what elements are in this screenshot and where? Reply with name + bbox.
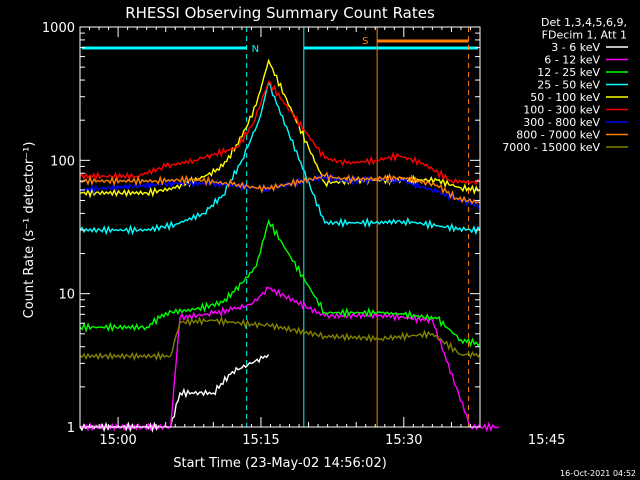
y-tick-label: 100 <box>50 154 75 169</box>
legend-label: 800 - 7000 keV <box>516 129 600 142</box>
y-tick-label: 10 <box>58 288 75 303</box>
timestamp: 16-Oct-2021 04:52 <box>560 469 636 478</box>
series-100-300-kev-segment-0 <box>79 80 481 186</box>
legend-label: 100 - 300 keV <box>523 104 600 117</box>
legend-label: 7000 - 15000 keV <box>502 141 600 154</box>
series-6-12-kev-segment-0 <box>79 286 500 433</box>
y-axis-label: Count Rate (s⁻¹ detector⁻¹) <box>22 142 37 319</box>
legend-header-line: FDecim 1, Att 1 <box>542 29 627 42</box>
x-tick-label: 15:30 <box>385 433 422 448</box>
saa-label: S <box>362 36 368 47</box>
legend-label: 3 - 6 keV <box>551 41 600 54</box>
night-label: N <box>252 44 259 55</box>
legend-label: 6 - 12 keV <box>544 54 600 67</box>
legend-header-line: Det 1,3,4,5,6,9, <box>541 16 627 29</box>
legend-label: 25 - 50 keV <box>537 79 600 92</box>
guide-lines: NS <box>82 27 478 427</box>
x-tick-label: 15:00 <box>99 433 136 448</box>
y-tick-label: 1 <box>67 421 75 436</box>
plot-frame <box>79 26 481 428</box>
series-25-50-kev-segment-0 <box>79 81 481 236</box>
y-tick-label: 1000 <box>42 21 75 36</box>
x-tick-label: 15:15 <box>242 433 279 448</box>
x-tick-label: 15:45 <box>528 433 565 448</box>
axis-ticks: 15:0015:1515:3015:4516:0016:1516:3011010… <box>42 21 565 448</box>
series-300-800-kev-segment-0 <box>79 173 481 210</box>
x-axis-label: Start Time (23-May-02 14:56:02) <box>173 456 387 471</box>
legend-label: 50 - 100 keV <box>530 91 600 104</box>
series-7000-15000-kev-segment-0 <box>79 315 481 362</box>
legend-label: 300 - 800 keV <box>523 116 600 129</box>
legend: Det 1,3,4,5,6,9,FDecim 1, Att 13 - 6 keV… <box>502 16 628 154</box>
series-3-6-kev-segment-0 <box>79 354 270 433</box>
legend-label: 12 - 25 keV <box>537 66 600 79</box>
chart-title: RHESSI Observing Summary Count Rates <box>125 4 435 22</box>
series-12-25-kev-segment-0 <box>79 218 481 348</box>
series-layer <box>79 58 500 433</box>
series-800-7000-kev-segment-0 <box>79 171 481 205</box>
